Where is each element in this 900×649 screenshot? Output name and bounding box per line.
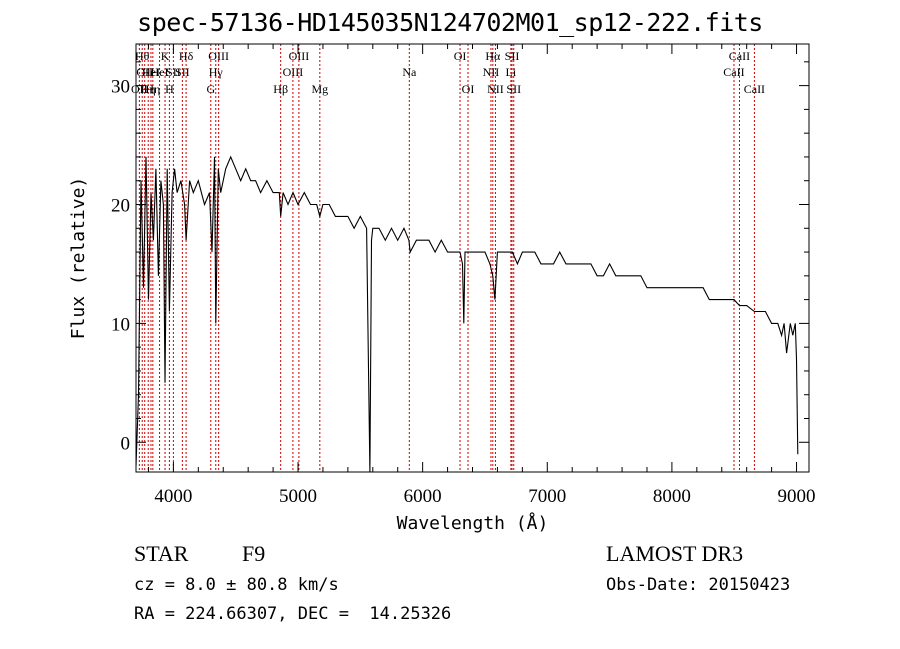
survey-name: LAMOST DR3 bbox=[606, 541, 744, 566]
x-tick-label: 5000 bbox=[279, 486, 317, 507]
y-tick-label: 0 bbox=[121, 433, 131, 454]
x-axis-ticks: 4000 5000 6000 7000 8000 9000 bbox=[147, 44, 816, 507]
x-tick-label: 9000 bbox=[778, 486, 816, 507]
line-marker-label: G bbox=[206, 82, 215, 96]
line-marker-label: H bbox=[165, 82, 174, 96]
line-marker-label: OI bbox=[454, 49, 467, 63]
obs-date: Obs-Date: 20150423 bbox=[606, 575, 791, 595]
y-axis-label: Flux (relative) bbox=[68, 177, 89, 340]
spectrum-line bbox=[135, 155, 799, 473]
line-marker-label: SII bbox=[506, 82, 521, 96]
x-axis-label: Wavelength (Å) bbox=[397, 512, 549, 534]
line-marker-label: Hθ bbox=[135, 49, 150, 63]
line-marker-label: OIII bbox=[289, 49, 310, 63]
line-marker-label: Hδ bbox=[179, 49, 194, 63]
x-tick-label: 7000 bbox=[528, 486, 566, 507]
y-tick-label: 20 bbox=[111, 196, 130, 217]
line-marker-label: Hα bbox=[485, 49, 501, 63]
line-marker-label: CaII bbox=[729, 49, 750, 63]
line-marker-label: SII bbox=[166, 65, 181, 79]
line-marker-label: Hγ bbox=[209, 65, 224, 79]
line-marker-label: HeI bbox=[151, 65, 169, 79]
line-marker-label: K bbox=[161, 49, 170, 63]
x-tick-label: 8000 bbox=[653, 486, 691, 507]
line-marker-label: NII bbox=[487, 82, 504, 96]
chart-title: spec-57136-HD145035N124702M01_sp12-222.f… bbox=[137, 8, 763, 37]
line-markers bbox=[138, 44, 755, 472]
x-tick-label: 4000 bbox=[154, 486, 192, 507]
coordinates: RA = 224.66307, DEC = 14.25326 bbox=[134, 604, 452, 624]
line-marker-label: Hη bbox=[145, 82, 160, 96]
line-marker-label: HeI bbox=[142, 65, 160, 79]
redshift-value: cz = 8.0 ± 80.8 km/s bbox=[134, 575, 339, 595]
y-tick-label: 30 bbox=[111, 77, 130, 98]
plot-frame bbox=[135, 43, 810, 473]
line-marker-label: Li bbox=[506, 65, 517, 79]
line-marker-label: CaII bbox=[723, 65, 744, 79]
line-marker-label: SII bbox=[175, 65, 190, 79]
line-marker-label: OI bbox=[462, 82, 475, 96]
line-marker-label: Hβ bbox=[273, 82, 288, 96]
x-tick-label: 6000 bbox=[404, 486, 442, 507]
line-marker-label: NII bbox=[483, 65, 500, 79]
line-marker-label: CaII bbox=[744, 82, 765, 96]
y-tick-label: 10 bbox=[111, 314, 130, 335]
object-type: STAR bbox=[134, 541, 189, 566]
line-marker-label: OII bbox=[136, 65, 153, 79]
y-axis-ticks: 0 10 20 30 bbox=[111, 61, 809, 454]
line-marker-label: Mg bbox=[311, 82, 328, 96]
line-marker-label: SII bbox=[505, 49, 520, 63]
line-marker-labels: OIIHθOIIHηHeIHηHeIKHSIIHδSIIGHγOIIIHβOII… bbox=[131, 49, 765, 96]
line-marker-label: Na bbox=[402, 65, 417, 79]
spectral-class: F9 bbox=[242, 541, 266, 566]
line-marker-label: OIII bbox=[208, 49, 229, 63]
line-marker-label: OIII bbox=[283, 65, 304, 79]
